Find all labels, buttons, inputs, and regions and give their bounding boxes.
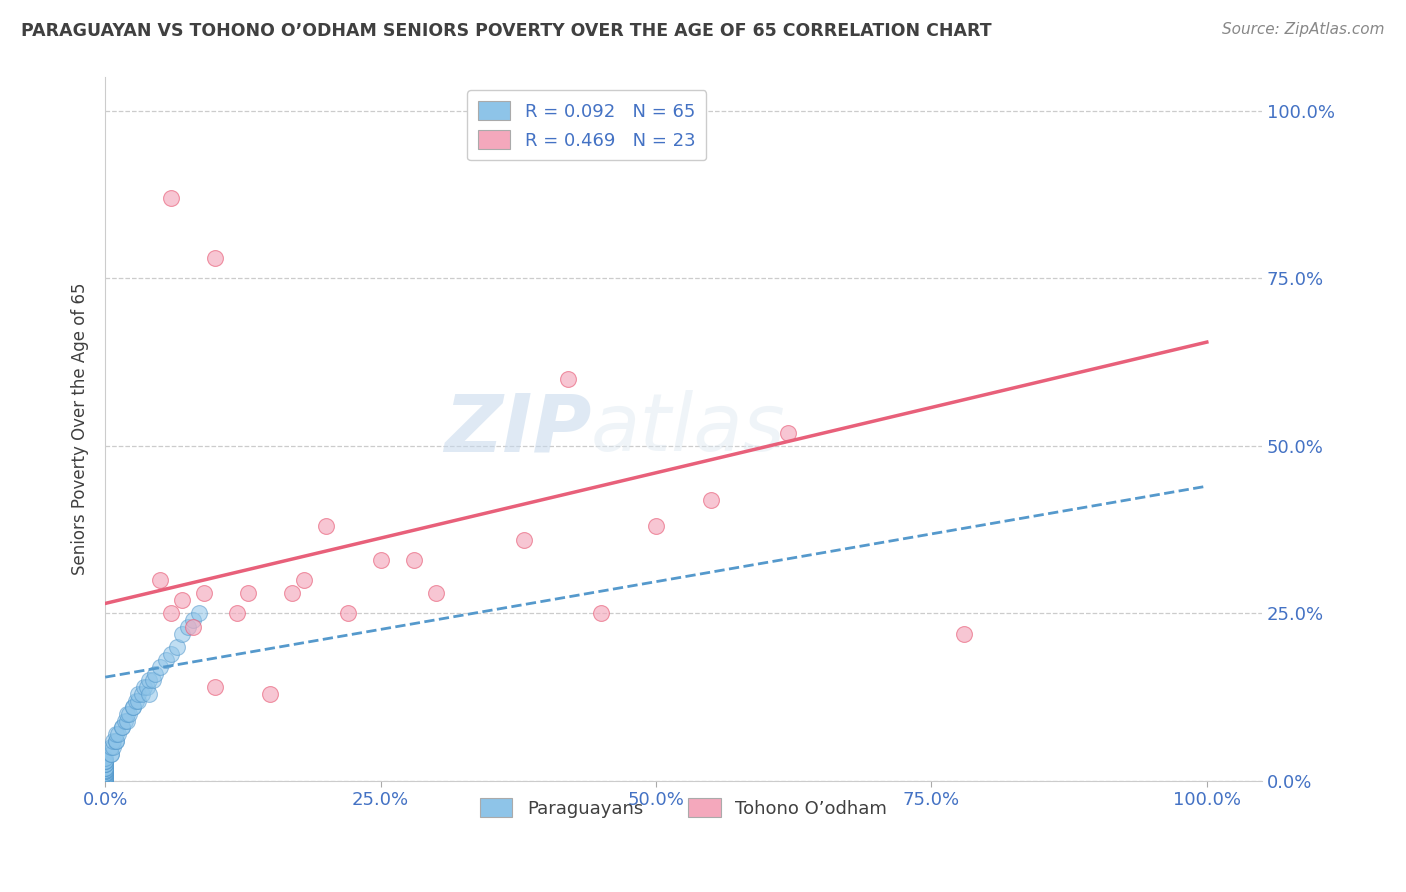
- Point: [94, 769, 117, 783]
- Text: PARAGUAYAN VS TOHONO O’ODHAM SENIORS POVERTY OVER THE AGE OF 65 CORRELATION CHAR: PARAGUAYAN VS TOHONO O’ODHAM SENIORS POV…: [21, 22, 991, 40]
- Point: [425, 586, 447, 600]
- Point: [94, 757, 117, 772]
- Point: [94, 757, 117, 772]
- Point: [100, 740, 122, 755]
- Point: [94, 766, 117, 780]
- Point: [94, 769, 117, 783]
- Point: [160, 607, 183, 621]
- Point: [94, 764, 117, 778]
- Legend: Paraguayans, Tohono O’odham: Paraguayans, Tohono O’odham: [472, 790, 894, 825]
- Point: [94, 774, 117, 789]
- Point: [138, 673, 160, 688]
- Point: [94, 774, 117, 789]
- Point: [183, 620, 205, 634]
- Point: [292, 573, 315, 587]
- Point: [100, 747, 122, 762]
- Point: [127, 693, 149, 707]
- Point: [94, 767, 117, 781]
- Point: [160, 647, 183, 661]
- Text: atlas: atlas: [591, 390, 786, 468]
- Point: [94, 754, 117, 768]
- Point: [118, 706, 141, 721]
- Point: [131, 687, 153, 701]
- Point: [94, 766, 117, 780]
- Point: [166, 640, 188, 654]
- Point: [226, 607, 249, 621]
- Point: [778, 425, 800, 440]
- Point: [114, 714, 136, 728]
- Point: [121, 700, 143, 714]
- Point: [105, 733, 128, 747]
- Point: [94, 754, 117, 768]
- Point: [94, 771, 117, 785]
- Point: [94, 767, 117, 781]
- Point: [193, 586, 215, 600]
- Point: [149, 573, 172, 587]
- Point: [513, 533, 536, 547]
- Point: [94, 764, 117, 778]
- Point: [370, 553, 392, 567]
- Point: [127, 687, 149, 701]
- Point: [172, 626, 194, 640]
- Point: [94, 763, 117, 777]
- Point: [204, 252, 226, 266]
- Point: [143, 666, 166, 681]
- Point: [238, 586, 260, 600]
- Point: [117, 714, 139, 728]
- Point: [105, 733, 128, 747]
- Y-axis label: Seniors Poverty Over the Age of 65: Seniors Poverty Over the Age of 65: [72, 283, 89, 575]
- Point: [94, 763, 117, 777]
- Point: [700, 492, 723, 507]
- Point: [136, 680, 159, 694]
- Point: [105, 727, 128, 741]
- Point: [149, 660, 172, 674]
- Point: [204, 680, 226, 694]
- Point: [107, 727, 129, 741]
- Point: [645, 519, 668, 533]
- Point: [94, 750, 117, 764]
- Point: [402, 553, 425, 567]
- Point: [315, 519, 337, 533]
- Text: ZIP: ZIP: [444, 390, 591, 468]
- Point: [557, 372, 579, 386]
- Point: [132, 680, 155, 694]
- Point: [187, 607, 209, 621]
- Point: [111, 720, 134, 734]
- Point: [125, 693, 148, 707]
- Point: [953, 626, 976, 640]
- Point: [121, 700, 143, 714]
- Point: [160, 191, 183, 205]
- Point: [111, 720, 134, 734]
- Point: [94, 761, 117, 775]
- Point: [183, 613, 205, 627]
- Point: [155, 653, 177, 667]
- Point: [94, 761, 117, 775]
- Point: [94, 774, 117, 789]
- Point: [172, 593, 194, 607]
- Point: [94, 771, 117, 785]
- Text: Source: ZipAtlas.com: Source: ZipAtlas.com: [1222, 22, 1385, 37]
- Point: [142, 673, 165, 688]
- Point: [94, 754, 117, 768]
- Point: [94, 771, 117, 785]
- Point: [177, 620, 200, 634]
- Point: [94, 767, 117, 781]
- Point: [101, 733, 124, 747]
- Point: [94, 757, 117, 772]
- Point: [94, 774, 117, 789]
- Point: [117, 706, 139, 721]
- Point: [259, 687, 281, 701]
- Point: [101, 740, 124, 755]
- Point: [138, 687, 160, 701]
- Point: [100, 747, 122, 762]
- Point: [94, 761, 117, 775]
- Point: [94, 764, 117, 778]
- Point: [589, 607, 612, 621]
- Point: [336, 607, 359, 621]
- Point: [281, 586, 304, 600]
- Point: [94, 774, 117, 789]
